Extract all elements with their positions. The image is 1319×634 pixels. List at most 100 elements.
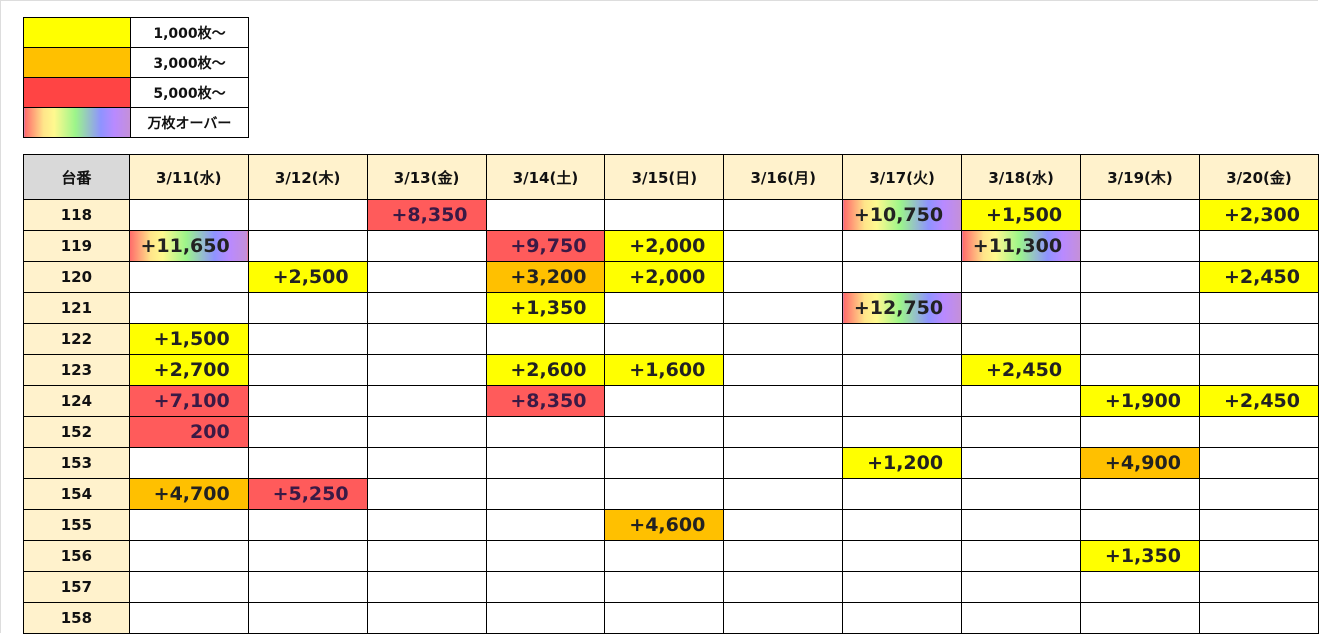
result-cell bbox=[961, 416, 1082, 448]
result-cell bbox=[842, 230, 963, 262]
result-cell bbox=[1080, 416, 1200, 448]
result-cell: +2,000 bbox=[604, 230, 725, 262]
result-cell bbox=[842, 571, 963, 603]
result-cell bbox=[723, 509, 844, 541]
result-cell: +1,900 bbox=[1080, 385, 1200, 417]
result-cell bbox=[366, 354, 487, 386]
result-cell bbox=[247, 385, 368, 417]
result-cell bbox=[604, 478, 725, 510]
legend-row: 3,000枚～ bbox=[23, 47, 249, 78]
result-cell: +3,200 bbox=[485, 261, 606, 293]
result-cell bbox=[961, 478, 1082, 510]
result-cell bbox=[1198, 602, 1319, 634]
result-cell bbox=[604, 447, 725, 479]
result-cell bbox=[723, 230, 844, 262]
result-cell bbox=[604, 571, 725, 603]
result-cell bbox=[723, 385, 844, 417]
machine-number-header: 台番 bbox=[23, 154, 130, 200]
legend-row: 5,000枚～ bbox=[23, 77, 249, 108]
result-cell bbox=[128, 571, 249, 603]
result-cell bbox=[961, 571, 1082, 603]
result-cell bbox=[1198, 292, 1319, 324]
result-cell bbox=[604, 416, 725, 448]
date-header: 3/16(月) bbox=[723, 154, 844, 200]
result-cell bbox=[366, 416, 487, 448]
result-cell bbox=[1080, 199, 1200, 231]
result-cell bbox=[485, 416, 606, 448]
result-cell bbox=[366, 447, 487, 479]
date-header: 3/18(水) bbox=[961, 154, 1082, 200]
date-header: 3/13(金) bbox=[366, 154, 487, 200]
legend-label: 1,000枚～ bbox=[130, 17, 249, 48]
result-cell bbox=[247, 199, 368, 231]
result-cell: +2,450 bbox=[961, 354, 1082, 386]
result-cell bbox=[1198, 509, 1319, 541]
result-cell bbox=[247, 540, 368, 572]
result-cell: +5,250 bbox=[247, 478, 368, 510]
result-cell: +2,600 bbox=[485, 354, 606, 386]
result-cell: +9,750 bbox=[485, 230, 606, 262]
result-cell bbox=[1198, 540, 1319, 572]
result-cell bbox=[961, 385, 1082, 417]
result-cell bbox=[723, 540, 844, 572]
result-cell bbox=[604, 199, 725, 231]
result-cell bbox=[366, 509, 487, 541]
table-row: 155 +4,600 bbox=[23, 509, 1319, 541]
result-cell bbox=[485, 540, 606, 572]
result-cell bbox=[128, 447, 249, 479]
result-cell: +1,500 bbox=[961, 199, 1082, 231]
result-cell bbox=[485, 571, 606, 603]
result-cell bbox=[604, 385, 725, 417]
result-cell bbox=[366, 540, 487, 572]
result-cell bbox=[1080, 323, 1200, 355]
legend-label: 5,000枚～ bbox=[130, 77, 249, 108]
result-cell bbox=[366, 571, 487, 603]
result-cell bbox=[961, 540, 1082, 572]
result-cell bbox=[485, 323, 606, 355]
date-header: 3/20(金) bbox=[1198, 154, 1319, 200]
date-header: 3/11(水) bbox=[128, 154, 249, 200]
result-cell bbox=[247, 354, 368, 386]
result-cell: +12,750 bbox=[842, 292, 963, 324]
result-cell bbox=[485, 602, 606, 634]
machine-number: 118 bbox=[23, 199, 130, 231]
result-cell bbox=[366, 385, 487, 417]
machine-number: 121 bbox=[23, 292, 130, 324]
machine-number: 119 bbox=[23, 230, 130, 262]
table-row: 152 200 bbox=[23, 416, 1319, 448]
result-cell bbox=[366, 292, 487, 324]
table-row: 123 +2,700 +2,600 +1,600 +2,450 bbox=[23, 354, 1319, 386]
result-cell bbox=[1198, 323, 1319, 355]
result-cell bbox=[247, 509, 368, 541]
result-cell: +2,000 bbox=[604, 261, 725, 293]
result-cell bbox=[604, 602, 725, 634]
result-cell bbox=[723, 447, 844, 479]
machine-number: 153 bbox=[23, 447, 130, 479]
result-cell bbox=[842, 540, 963, 572]
result-cell bbox=[485, 447, 606, 479]
legend-row: 1,000枚～ bbox=[23, 17, 249, 48]
result-cell bbox=[961, 292, 1082, 324]
result-cell bbox=[1198, 416, 1319, 448]
result-cell: +1,350 bbox=[485, 292, 606, 324]
result-cell: +1,350 bbox=[1080, 540, 1200, 572]
result-cell bbox=[247, 602, 368, 634]
result-cell bbox=[723, 323, 844, 355]
machine-number: 123 bbox=[23, 354, 130, 386]
table-row: 121 +1,350 +12,750 bbox=[23, 292, 1319, 324]
machine-number: 120 bbox=[23, 261, 130, 293]
result-cell bbox=[128, 602, 249, 634]
result-cell: +2,450 bbox=[1198, 385, 1319, 417]
result-cell bbox=[842, 354, 963, 386]
result-cell bbox=[723, 571, 844, 603]
result-cell: +4,700 bbox=[128, 478, 249, 510]
result-cell bbox=[842, 509, 963, 541]
result-cell bbox=[604, 292, 725, 324]
result-cell bbox=[247, 447, 368, 479]
result-cell: +1,500 bbox=[128, 323, 249, 355]
result-cell bbox=[1080, 354, 1200, 386]
result-cell bbox=[961, 447, 1082, 479]
machine-number: 124 bbox=[23, 385, 130, 417]
table-row: 120 +2,500 +3,200 +2,000 +2,450 bbox=[23, 261, 1319, 293]
